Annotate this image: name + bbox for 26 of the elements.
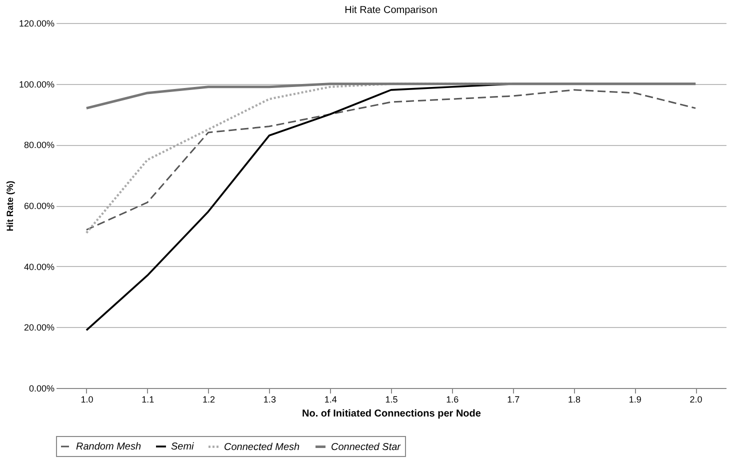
x-tick-label: 1.6 — [446, 394, 459, 404]
y-tick-label: 20.00% — [24, 322, 54, 333]
legend-label: Connected Star — [331, 442, 402, 453]
y-axis-title: Hit Rate (%) — [4, 180, 15, 232]
chart-title: Hit Rate Comparison — [344, 5, 438, 16]
legend-label: Semi — [171, 442, 195, 452]
x-tick-label: 1.5 — [385, 394, 398, 404]
x-tick-label: 2.0 — [690, 394, 702, 404]
x-axis-title: No. of Initiated Connections per Node — [302, 408, 482, 420]
line-series — [85, 82, 697, 110]
legend-label: Connected Mesh — [224, 442, 300, 453]
y-tick-label: 60.00% — [24, 201, 54, 211]
x-tick-label: 1.7 — [507, 394, 520, 404]
x-tick-label: 1.3 — [263, 394, 276, 404]
x-tick-label: 1.8 — [568, 394, 580, 404]
x-tick-label: 1.4 — [324, 394, 337, 404]
y-tick-label: 40.00% — [24, 262, 54, 272]
y-tick-label: 100.00% — [18, 79, 54, 90]
x-tick-label: 1.2 — [202, 394, 216, 404]
x-tick-label: 1.9 — [628, 394, 642, 404]
y-tick-label: 120.00% — [18, 18, 54, 28]
legend-label: Random Mesh — [76, 442, 142, 452]
x-tick-label: 1.0 — [80, 394, 94, 404]
y-tick-label: 0.00% — [28, 384, 54, 394]
y-tick-label: 80.00% — [24, 140, 54, 150]
x-tick-label: 1.1 — [142, 394, 154, 404]
